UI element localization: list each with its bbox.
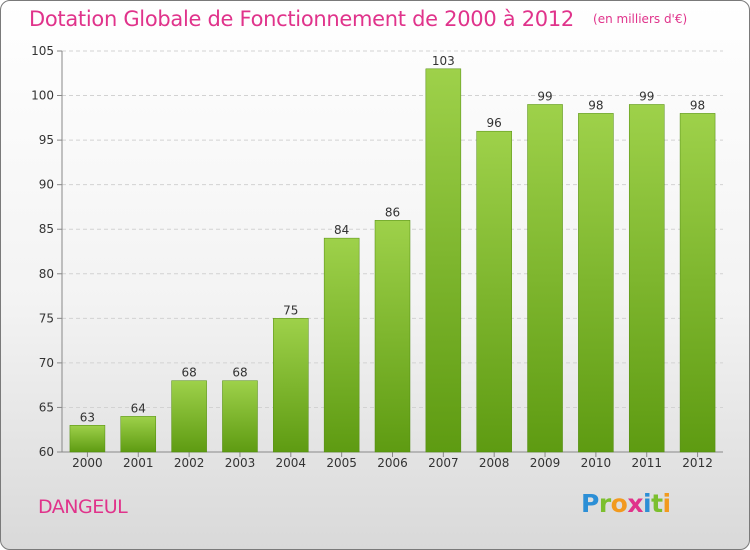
bar-value-label: 68 xyxy=(181,366,196,380)
bar-value-label: 98 xyxy=(588,98,603,112)
x-tick-label: 2000 xyxy=(72,456,103,470)
y-tick-label: 65 xyxy=(39,400,54,414)
logo-letter: o xyxy=(610,489,628,518)
x-tick-label: 2004 xyxy=(276,456,307,470)
chart-header: Dotation Globale de Fonctionnement de 20… xyxy=(29,7,687,31)
y-tick-label: 80 xyxy=(39,267,54,281)
bar-value-label: 64 xyxy=(131,401,146,415)
logo-letter: x xyxy=(627,489,643,518)
bar-value-label: 103 xyxy=(432,54,455,68)
bar xyxy=(171,380,207,453)
x-tick-label: 2011 xyxy=(631,456,662,470)
logo-letter: t xyxy=(651,489,663,518)
chart-title: Dotation Globale de Fonctionnement de 20… xyxy=(29,7,574,31)
logo-letter: P xyxy=(581,489,599,518)
y-tick-label: 70 xyxy=(39,356,54,370)
logo-letter: r xyxy=(598,489,611,518)
proxiti-logo: Proxiti xyxy=(581,489,671,518)
x-tick-label: 2008 xyxy=(479,456,510,470)
bar xyxy=(578,113,614,453)
bar-chart: 60 65 70 75 80 85 90 95 100 105 63 2000 64 2001 68 2002… xyxy=(31,44,723,470)
x-tick-label: 2002 xyxy=(174,456,205,470)
labels: 60 65 70 75 80 85 90 95 100 105 63 2000 64 2001 68 2002… xyxy=(31,44,713,470)
x-tick-label: 2010 xyxy=(581,456,612,470)
x-tick-label: 2003 xyxy=(225,456,256,470)
x-tick-label: 2007 xyxy=(428,456,459,470)
y-tick-label: 85 xyxy=(39,222,54,236)
y-tick-label: 60 xyxy=(39,445,54,459)
x-tick-label: 2006 xyxy=(377,456,408,470)
logo-letter: i xyxy=(643,489,652,518)
bar xyxy=(476,130,512,453)
bar-value-label: 84 xyxy=(334,223,349,237)
y-tick-label: 95 xyxy=(39,133,54,147)
bar-value-label: 63 xyxy=(80,410,95,424)
bar xyxy=(679,113,716,453)
bar xyxy=(425,68,462,453)
bar-value-label: 98 xyxy=(690,98,705,112)
x-tick-label: 2005 xyxy=(326,456,357,470)
x-tick-label: 2001 xyxy=(123,456,154,470)
y-tick-label: 105 xyxy=(31,44,54,58)
bar-value-label: 96 xyxy=(487,116,502,130)
bar-value-label: 99 xyxy=(639,89,654,103)
bar-value-label: 75 xyxy=(283,303,298,317)
y-tick-label: 100 xyxy=(31,89,54,103)
bar xyxy=(323,237,360,453)
logo-letter: i xyxy=(662,489,672,518)
commune-name: DANGEUL xyxy=(38,496,128,518)
chart-unit: (en milliers d'€) xyxy=(593,12,688,26)
bar xyxy=(527,104,563,453)
bars xyxy=(69,68,716,453)
bar xyxy=(222,380,258,453)
bar-value-label: 86 xyxy=(385,205,400,219)
y-tick-label: 90 xyxy=(39,178,54,192)
bar-value-label: 99 xyxy=(537,89,552,103)
y-tick-label: 75 xyxy=(39,311,54,325)
bar xyxy=(273,318,309,453)
bar xyxy=(628,104,665,453)
x-tick-label: 2009 xyxy=(530,456,561,470)
bar xyxy=(120,416,157,453)
bar xyxy=(374,220,411,453)
x-tick-label: 2012 xyxy=(682,456,713,470)
bar xyxy=(69,425,106,453)
bar-value-label: 68 xyxy=(232,366,247,380)
